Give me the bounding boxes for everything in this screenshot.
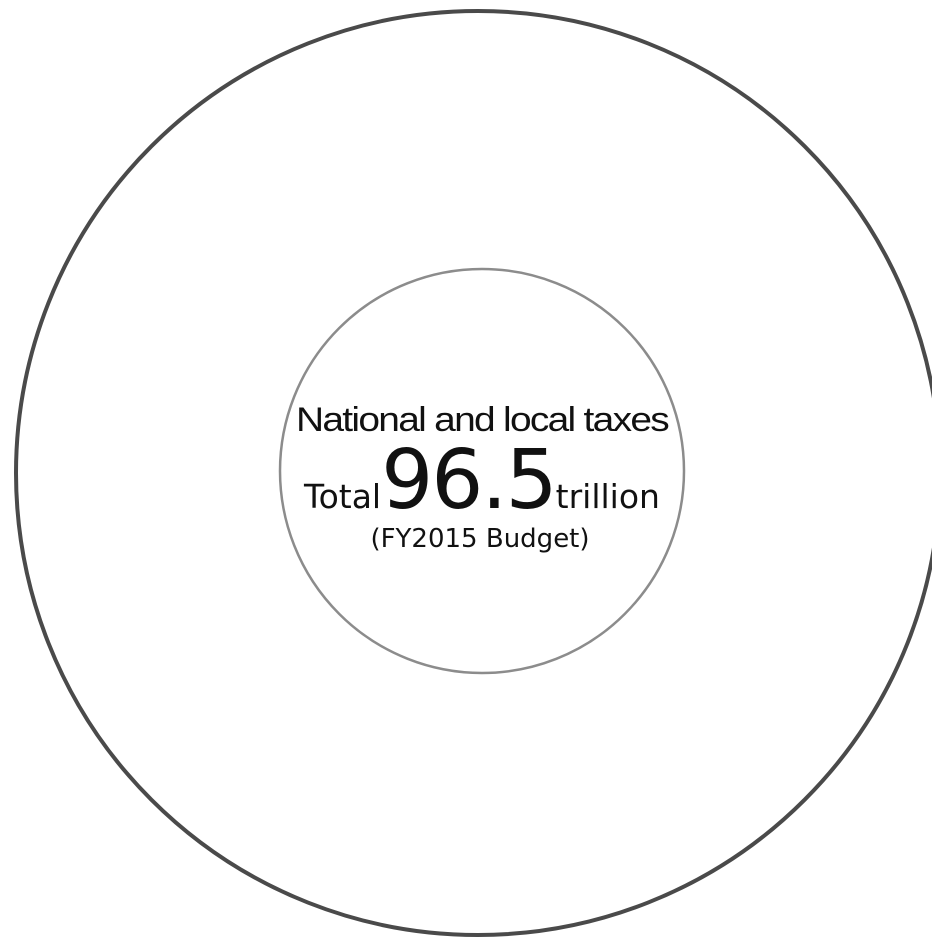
total-line: Total96.5trillion (303, 433, 660, 528)
budget-note: (FY2015 Budget) (370, 524, 589, 554)
outer-ring (14, 9, 932, 937)
total-value: 96.5 (381, 433, 556, 528)
inner-ring (278, 267, 686, 675)
center-heading: National and local taxes (296, 401, 669, 439)
total-label: Total (303, 477, 381, 516)
total-unit: trillion (556, 477, 660, 516)
